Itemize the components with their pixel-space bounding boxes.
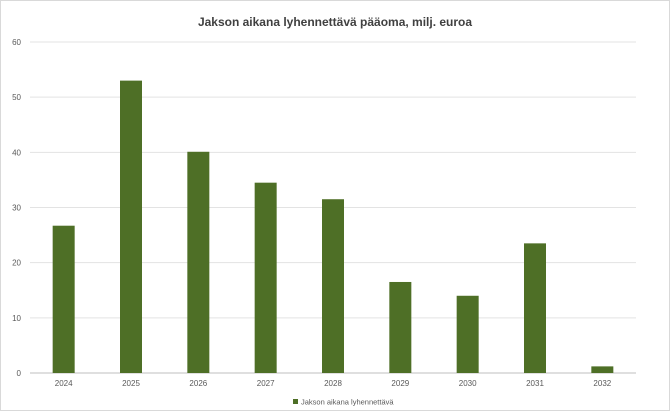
bar-2029 xyxy=(389,281,412,373)
x-tick-label: 2028 xyxy=(324,379,342,388)
y-tick-label: 50 xyxy=(12,93,21,102)
y-axis-ticks: 0 10 20 30 40 50 60 xyxy=(12,38,21,378)
x-tick-label: 2026 xyxy=(189,379,207,388)
bar-2031 xyxy=(524,243,546,373)
y-tick-label: 40 xyxy=(12,148,21,157)
legend-swatch xyxy=(293,399,298,404)
legend-label: Jakson aikana lyhennettävä xyxy=(301,398,394,407)
x-tick-label: 2030 xyxy=(459,379,477,388)
y-tick-label: 60 xyxy=(12,38,21,47)
bar-2024 xyxy=(52,225,75,373)
bar-2030 xyxy=(456,295,479,373)
x-tick-label: 2031 xyxy=(526,379,544,388)
x-tick-label: 2029 xyxy=(391,379,409,388)
y-tick-label: 10 xyxy=(12,314,21,323)
y-tick-label: 0 xyxy=(17,369,22,378)
y-tick-label: 20 xyxy=(12,259,21,268)
x-tick-label: 2024 xyxy=(55,379,73,388)
x-tick-label: 2027 xyxy=(257,379,275,388)
bar-2032 xyxy=(591,366,614,373)
legend: Jakson aikana lyhennettävä xyxy=(293,398,394,407)
bar-2028 xyxy=(322,199,344,373)
x-tick-label: 2025 xyxy=(122,379,140,388)
bar-2027 xyxy=(254,182,277,373)
x-axis-ticks: 2024 2025 2026 2027 2028 2029 2030 2031 2032 xyxy=(55,379,612,388)
y-tick-label: 30 xyxy=(12,204,21,213)
bar-2025 xyxy=(120,80,142,373)
bars xyxy=(52,80,614,373)
bar-2026 xyxy=(187,151,210,373)
chart-title: Jakson aikana lyhennettävä pääoma, milj.… xyxy=(198,15,472,29)
x-tick-label: 2032 xyxy=(593,379,611,388)
